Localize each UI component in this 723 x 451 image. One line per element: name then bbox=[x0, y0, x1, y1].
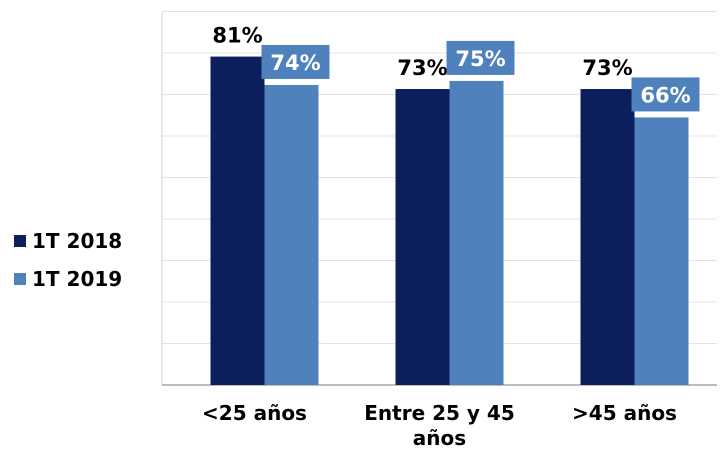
bar-1t-2019 bbox=[634, 117, 689, 386]
bar-1t-2018 bbox=[210, 56, 265, 385]
bar-1t-2018 bbox=[395, 89, 450, 386]
x-tick-label-line: <25 años bbox=[202, 401, 307, 425]
legend-swatch-1t-2019 bbox=[14, 273, 26, 285]
x-tick-label: >45 años bbox=[572, 401, 677, 425]
legend-swatch-1t-2018 bbox=[14, 235, 26, 247]
x-tick-label-line: Entre 25 y 45 bbox=[364, 401, 514, 425]
data-label: 81% bbox=[212, 24, 262, 48]
legend-item-1t-2018: 1T 2018 bbox=[14, 222, 122, 260]
data-label-box bbox=[261, 44, 330, 79]
legend: 1T 2018 1T 2019 bbox=[14, 222, 122, 298]
bar-1t-2019 bbox=[449, 80, 504, 385]
data-label: 75% bbox=[455, 47, 505, 71]
legend-label-1t-2019: 1T 2019 bbox=[32, 267, 123, 291]
data-label: 66% bbox=[640, 83, 690, 107]
data-label: 73% bbox=[582, 56, 632, 80]
x-tick-label: <25 años bbox=[202, 401, 307, 425]
legend-item-1t-2019: 1T 2019 bbox=[14, 260, 122, 298]
x-tick-label-line: años bbox=[413, 426, 466, 450]
x-tick-label-line: >45 años bbox=[572, 401, 677, 425]
data-label: 73% bbox=[397, 56, 447, 80]
bar-1t-2019 bbox=[264, 84, 319, 385]
x-tick-label: Entre 25 y 45 años bbox=[364, 401, 514, 450]
data-label: 74% bbox=[270, 51, 320, 75]
data-label-box bbox=[631, 77, 700, 112]
bar-1t-2018 bbox=[580, 89, 635, 386]
data-label-box bbox=[446, 40, 515, 75]
legend-label-1t-2018: 1T 2018 bbox=[32, 229, 123, 253]
